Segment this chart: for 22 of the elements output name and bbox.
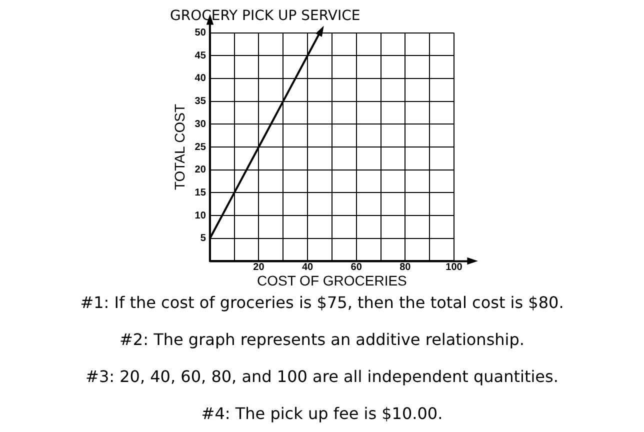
x-tick-label: 100 [446, 262, 463, 273]
y-tick-label: 40 [194, 73, 206, 84]
x-tick-label: 60 [350, 262, 362, 273]
y-tick-label: 35 [194, 96, 206, 108]
text: #2: The graph represents an additive relationship. [118, 329, 526, 351]
y-tick-label: 10 [194, 210, 206, 222]
y-tick-label: 20 [194, 164, 206, 176]
y-axis-title: TOTAL COST [171, 104, 188, 190]
y-tick-label: 45 [194, 50, 206, 62]
y-tick-label: 15 [194, 187, 206, 198]
x-tick-label: 40 [302, 262, 314, 273]
x-tick-label: 20 [253, 262, 265, 273]
x-tick-label: 80 [400, 262, 412, 273]
text: #4: The pick up fee is $10.00. [200, 403, 444, 425]
y-tick-label: 30 [194, 118, 206, 130]
y-tick-label: 25 [194, 142, 206, 153]
y-tick-label: 5 [200, 233, 206, 244]
chart-title: GROCERY PICK UP SERVICE [170, 8, 360, 24]
x-axis-title: COST OF GROCERIES [257, 272, 407, 288]
y-tick-label: 50 [194, 28, 206, 39]
text: #3: 20, 40, 60, 80, and 100 are all independent quantities. [84, 366, 560, 388]
text: #1: If the cost of groceries is $75, then the total cost is $80. [80, 293, 564, 312]
